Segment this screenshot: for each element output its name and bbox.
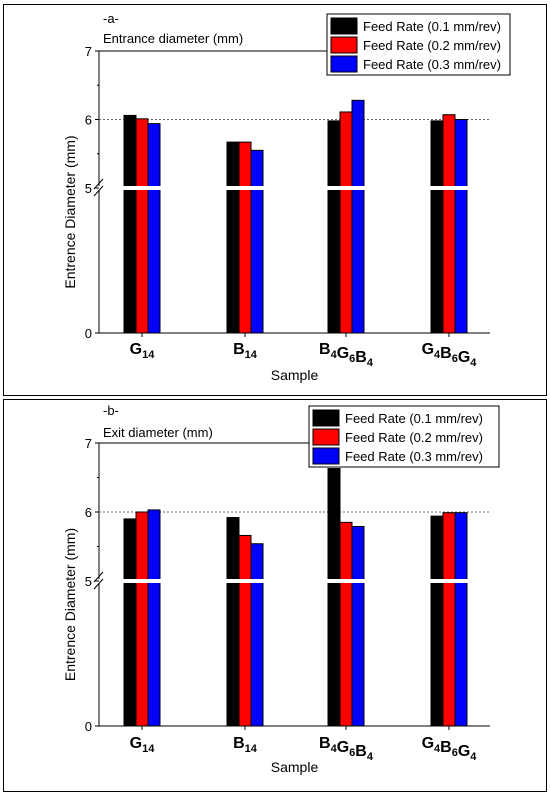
bar-g4b6g4-series-1 [430,120,444,334]
bar-b14-series-1 [226,141,240,334]
axis-break-mark [93,571,104,583]
x-category-label-g14: G14 [130,341,156,361]
y-tick-label: 0 [85,719,92,734]
y-tick-label: 6 [85,505,92,520]
y-tick-label: 5 [85,574,92,589]
bar-b14-series-3 [250,149,264,334]
bar-g14-series-2 [135,511,149,727]
legend-label-series-3: Feed Rate (0.3 mm/rev) [363,57,501,72]
bar-g14-series-1 [123,518,137,727]
bar-g4b6g4-series-3 [454,512,468,727]
axis-break-mark [93,185,104,197]
bar-b14-series-2 [238,534,252,727]
bar-b4g6b4-series-1 [327,468,341,727]
chart-title: Entrance diameter (mm) [103,31,243,46]
y-tick-label: 0 [85,326,92,341]
legend-label-series-1: Feed Rate (0.1 mm/rev) [345,411,483,426]
y-tick-label: 5 [85,181,92,196]
bar-b14-series-3 [250,543,264,727]
axis-break-mark [93,178,104,190]
x-axis-label: Sample [271,759,319,775]
chart-panel-a: 0 5 6 7 G14 B14 B4G6B4 G4B6G4 Sample Entrence Dia… [3,4,547,396]
chart-title: Exit diameter (mm) [103,425,213,440]
bar-b4g6b4-series-1 [327,120,341,334]
legend-swatch-series-2 [312,428,340,446]
y-tick-label: 6 [85,113,92,128]
bar-g4b6g4-series-3 [454,119,468,334]
legend: Feed Rate (0.1 mm/rev) Feed Rate (0.2 mm/… [326,13,511,76]
bar-b4g6b4-series-2 [339,521,353,727]
y-axis-label: Entrence Diameter (mm) [62,135,78,288]
x-category-label-b14: B14 [233,735,258,755]
x-category-label-g14: G14 [130,735,156,755]
bar-b14-series-1 [226,517,240,727]
legend-label-series-3: Feed Rate (0.3 mm/rev) [345,449,483,464]
axis-break-band [95,579,494,583]
bar-g14-series-1 [123,114,137,334]
chart-panel-b: 0 5 6 7 G14 B14 B4G6B4 G4B6G4 Sample Entrence Dia… [3,399,547,792]
y-tick-label: 7 [85,436,92,451]
x-category-label-b4g6b4: B4G6B4 [319,341,374,369]
panel-frame [3,4,547,396]
legend-label-series-1: Feed Rate (0.1 mm/rev) [363,19,501,34]
x-category-label-g4b6g4: G4B6G4 [422,341,478,369]
panel-label: -a- [103,11,119,26]
legend-swatch-series-3 [312,447,340,465]
panel-label: -b- [103,403,119,418]
y-axis-label: Entrence Diameter (mm) [62,528,78,681]
x-axis-label: Sample [271,367,319,383]
bar-b4g6b4-series-3 [351,525,365,727]
bar-g4b6g4-series-1 [430,515,444,727]
legend-box [308,405,500,468]
x-category-label-g4b6g4: G4B6G4 [422,735,478,763]
axis-break-mark [93,578,104,590]
bar-g14-series-3 [147,123,161,334]
bar-b4g6b4-series-2 [339,111,353,334]
bar-g4b6g4-series-2 [442,114,456,334]
x-category-label-b4g6b4: B4G6B4 [319,735,374,763]
legend-label-series-2: Feed Rate (0.2 mm/rev) [345,430,483,445]
axis-break-band [95,186,494,190]
legend-swatch-series-3 [330,55,358,73]
legend-label-series-2: Feed Rate (0.2 mm/rev) [363,38,501,53]
bar-g14-series-3 [147,509,161,727]
legend-swatch-series-2 [330,36,358,54]
legend: Feed Rate (0.1 mm/rev) Feed Rate (0.2 mm/… [308,405,500,468]
y-tick-label: 7 [85,44,92,59]
x-category-label-b14: B14 [233,341,258,361]
bar-g14-series-2 [135,118,149,334]
panel-frame [3,399,547,792]
bar-b4g6b4-series-3 [351,99,365,334]
bar-b14-series-2 [238,141,252,334]
bar-g4b6g4-series-2 [442,512,456,727]
legend-swatch-series-1 [330,17,358,35]
legend-swatch-series-1 [312,409,340,427]
